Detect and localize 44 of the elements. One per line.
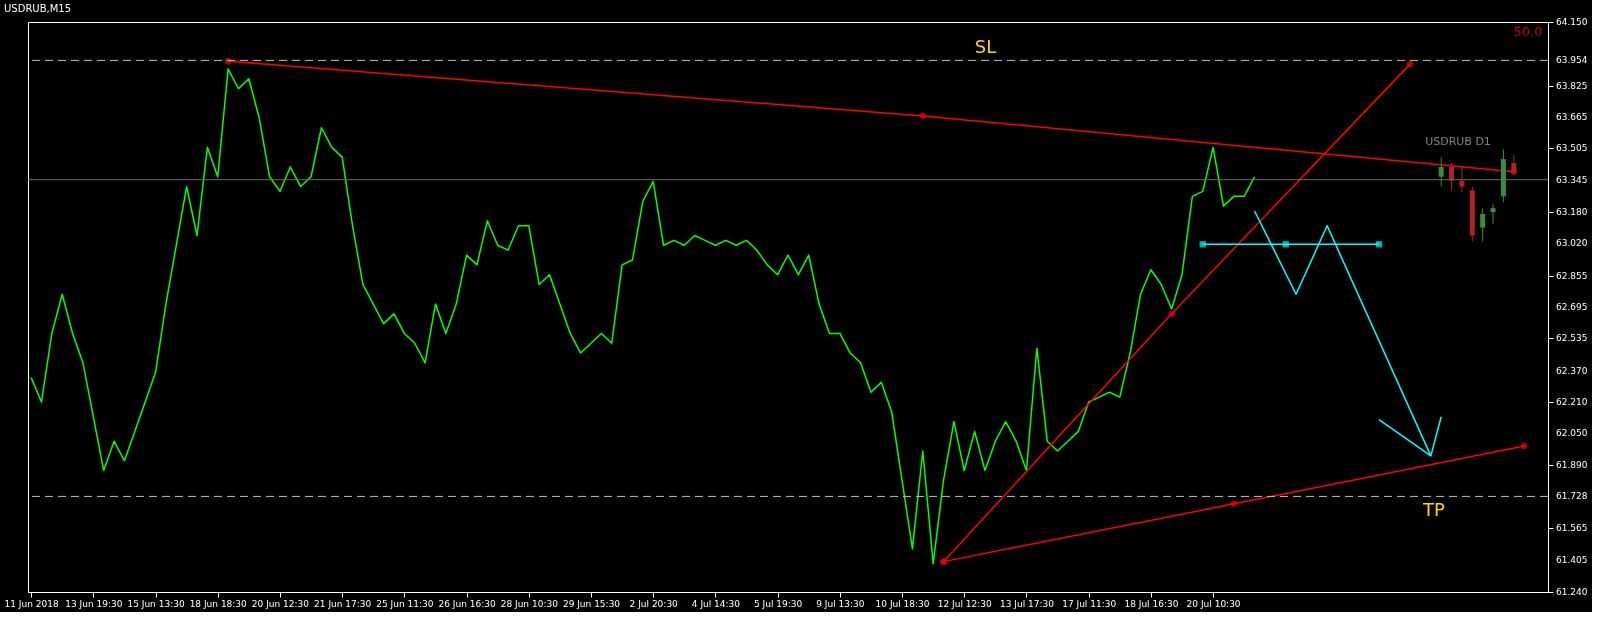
x-tick-label: 28 Jun 10:30	[500, 598, 559, 609]
y-tick-label: 62.695	[1556, 302, 1588, 312]
y-tick-label: 61.240	[1556, 587, 1588, 597]
y-tick-label: 63.345	[1556, 174, 1588, 185]
y-tick-label: 61.890	[1556, 459, 1588, 470]
x-tick-label: 18 Jun 18:30	[189, 598, 248, 609]
x-tick-label: 25 Jun 11:30	[376, 598, 434, 609]
x-tick-label: 13 Jul 17:30	[999, 598, 1055, 609]
x-tick-label: 15 Jun 13:30	[127, 598, 185, 609]
x-tick-label: 2 Jul 20:30	[629, 598, 679, 609]
ref-line-label: TP	[1422, 499, 1446, 521]
y-tick-label: 63.954	[1556, 55, 1588, 66]
y-tick-label: 62.535	[1556, 333, 1588, 344]
ref-line-label: SL	[974, 36, 997, 58]
x-tick-label: 26 Jun 16:30	[438, 598, 496, 609]
y-tick-label: 61.405	[1556, 554, 1588, 565]
y-tick-label: 62.855	[1556, 270, 1588, 281]
x-tick-label: 18 Jul 16:30	[1124, 598, 1179, 609]
y-tick-label: 63.825	[1556, 80, 1588, 91]
y-tick-label: 62.370	[1556, 365, 1588, 376]
y-tick-label: 61.565	[1556, 523, 1588, 534]
y-tick-label: 62.050	[1556, 428, 1588, 439]
y-tick-label: 63.020	[1556, 238, 1588, 249]
x-tick-label: 21 Jun 17:30	[314, 598, 372, 609]
y-tick-label: 63.505	[1556, 143, 1588, 154]
annotation: USDRUB D1	[1425, 135, 1491, 148]
chart-title: USDRUB,M15	[4, 3, 72, 14]
x-tick-label: 5 Jul 19:30	[754, 598, 803, 609]
x-tick-label: 17 Jul 11:30	[1062, 598, 1117, 609]
x-tick-label: 20 Jun 12:30	[251, 598, 310, 609]
x-tick-label: 12 Jul 12:30	[937, 598, 993, 609]
x-tick-label: 10 Jul 18:30	[875, 598, 930, 609]
x-tick-label: 13 Jun 19:30	[65, 598, 123, 609]
x-tick-label: 11 Jun 2018	[4, 598, 59, 609]
y-tick-label: 63.180	[1556, 207, 1588, 217]
x-tick-label: 29 Jun 15:30	[562, 598, 621, 609]
y-tick-label: 61.728	[1556, 491, 1588, 502]
annotation: 50.0	[1513, 24, 1543, 39]
x-tick-label: 9 Jul 13:30	[816, 598, 865, 609]
x-tick-label: 20 Jul 10:30	[1186, 598, 1241, 609]
y-tick-label: 63.665	[1556, 112, 1588, 122]
y-tick-label: 64.150	[1556, 17, 1588, 27]
x-tick-label: 4 Jul 14:30	[691, 598, 741, 609]
y-tick-label: 62.210	[1556, 397, 1588, 407]
